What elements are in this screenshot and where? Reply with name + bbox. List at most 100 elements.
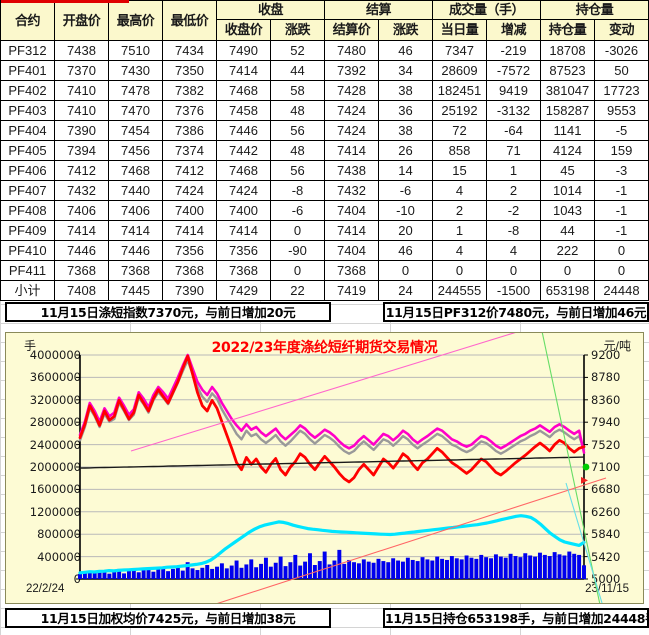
cell-oi-chg: -1 <box>594 200 649 221</box>
callout-index-note: 11月15日涤短指数7370元，与前日增加20元 <box>5 302 331 322</box>
left-axis-tick: 800000 <box>37 527 81 542</box>
left-axis-tick: 1200000 <box>29 504 81 519</box>
cell-low: 7424 <box>162 180 217 201</box>
cell-oi: 0 <box>540 260 595 281</box>
cell-oi-chg: 50 <box>594 60 649 81</box>
cell-volume: 4 <box>432 180 487 201</box>
cell-oi: 158287 <box>540 100 595 121</box>
cell-close-chg: -8 <box>270 180 325 201</box>
cell-settle-chg: 0 <box>378 260 433 281</box>
cell-high: 7454 <box>108 120 163 141</box>
table-row: PF409 7414 7414 7414 7414 0 7414 20 1 -8 44 -1 <box>0 220 649 241</box>
cell-high: 7446 <box>108 240 163 261</box>
right-axis-tick: 8780 <box>591 370 621 385</box>
cell-volume: 72 <box>432 120 487 141</box>
cell-low: 7376 <box>162 100 217 121</box>
right-axis-tick: 8360 <box>591 392 621 407</box>
cell-low: 7386 <box>162 120 217 141</box>
cell-close: 7458 <box>216 100 271 121</box>
cell-close-chg: 44 <box>270 60 325 81</box>
cell-vol-chg: 4 <box>486 240 541 261</box>
cell-close: 7468 <box>216 80 271 101</box>
cell-oi-chg: 159 <box>594 140 649 161</box>
cell-close: 7468 <box>216 160 271 181</box>
cell-close-chg: 52 <box>270 40 325 61</box>
cell-contract: PF410 <box>0 240 55 261</box>
cell-oi-chg: -5 <box>594 120 649 141</box>
cell-settle: 7432 <box>324 180 379 201</box>
futures-chart: 2022/23年度涤纶短纤期货交易情况 手 元/吨 4000000 3600000… <box>5 332 644 604</box>
cell-oi-chg: 17723 <box>594 80 649 101</box>
cell-volume: 4 <box>432 240 487 261</box>
right-axis-tick: 6260 <box>591 504 621 519</box>
table-column-header-row: 收盘价 涨跌 结算价 涨跌 当日量 增减 持仓量 变动 <box>1 19 649 41</box>
cell-settle-chg: -6 <box>378 180 433 201</box>
cell-oi: 653198 <box>540 280 595 301</box>
cell-close: 7414 <box>216 60 271 81</box>
group-header-volume: 成交量（手） <box>432 0 541 20</box>
cell-vol-chg: -64 <box>486 120 541 141</box>
cell-settle-chg: 46 <box>378 240 433 261</box>
cell-close: 7490 <box>216 40 271 61</box>
cell-settle: 7404 <box>324 240 379 261</box>
table-row: PF312 7438 7510 7434 7490 52 7480 46 7347 -219 187… <box>0 40 649 61</box>
cell-oi: 1043 <box>540 200 595 221</box>
cell-oi-chg: -1 <box>594 180 649 201</box>
cell-close-chg: 48 <box>270 140 325 161</box>
cell-open: 7408 <box>54 280 109 301</box>
col-header-oi: 持仓量 <box>540 19 595 41</box>
cell-volume: 25192 <box>432 100 487 121</box>
cell-contract: PF403 <box>0 100 55 121</box>
cell-open: 7410 <box>54 80 109 101</box>
cell-high: 7430 <box>108 60 163 81</box>
cell-volume: 858 <box>432 140 487 161</box>
left-axis-tick: 2800000 <box>29 415 81 430</box>
cell-vol-chg: -8 <box>486 220 541 241</box>
cell-vol-chg: 2 <box>486 180 541 201</box>
cell-close-chg: 58 <box>270 80 325 101</box>
cell-contract: PF405 <box>0 140 55 161</box>
cell-close-chg: 0 <box>270 220 325 241</box>
left-axis-tick: 1600000 <box>29 482 81 497</box>
cell-settle: 7424 <box>324 100 379 121</box>
cell-high: 7406 <box>108 200 163 221</box>
right-axis-tick: 7100 <box>591 460 621 474</box>
cell-vol-chg: -3132 <box>486 100 541 121</box>
cell-high: 7414 <box>108 220 163 241</box>
cell-open: 7446 <box>54 240 109 261</box>
callout-average-price-note: 11月15日加权均价7425元，与前日增加38元 <box>5 608 331 628</box>
chart-right-axis-label: 元/吨 <box>603 339 631 353</box>
callout-pf312-note: 11月15日PF312价7480元，与前日增加46元 <box>383 302 649 322</box>
cell-settle: 7419 <box>324 280 379 301</box>
cell-open: 7390 <box>54 120 109 141</box>
col-header-close-change: 涨跌 <box>270 19 325 41</box>
cell-oi-chg: 24448 <box>594 280 649 301</box>
left-axis-tick: 2400000 <box>29 437 81 452</box>
cell-vol-chg: 0 <box>486 260 541 281</box>
cell-close-chg: 22 <box>270 280 325 301</box>
futures-quote-table: 合约 开盘价 最高价 最低价 收盘 结算 成交量（手） 持仓量 收盘价 涨跌 结… <box>0 0 649 301</box>
col-header-low: 最低价 <box>162 0 217 41</box>
cell-contract: PF411 <box>0 260 55 281</box>
table-row: PF403 7410 7470 7376 7458 48 7424 36 25192 -3132 1… <box>0 100 649 121</box>
cell-close: 7429 <box>216 280 271 301</box>
cell-settle: 7404 <box>324 200 379 221</box>
cell-volume: 244555 <box>432 280 487 301</box>
cell-close-chg: 48 <box>270 100 325 121</box>
cell-low: 7400 <box>162 200 217 221</box>
cell-oi-chg: -1 <box>594 220 649 241</box>
cell-settle-chg: 20 <box>378 220 433 241</box>
cell-contract: PF404 <box>0 120 55 141</box>
col-header-day-volume: 当日量 <box>432 19 487 41</box>
cell-settle-chg: 38 <box>378 120 433 141</box>
chart-left-axis-label: 手 <box>24 339 37 353</box>
cell-oi-chg: 0 <box>594 240 649 261</box>
cell-oi-chg: -3026 <box>594 40 649 61</box>
cell-vol-chg: -2 <box>486 200 541 221</box>
cell-oi: 1141 <box>540 120 595 141</box>
cell-low: 7414 <box>162 220 217 241</box>
cell-settle: 7438 <box>324 160 379 181</box>
cell-oi: 44 <box>540 220 595 241</box>
table-row: PF404 7390 7454 7386 7446 56 7424 38 72 -64 1141 -5 <box>0 120 649 141</box>
cell-contract: PF406 <box>0 160 55 181</box>
